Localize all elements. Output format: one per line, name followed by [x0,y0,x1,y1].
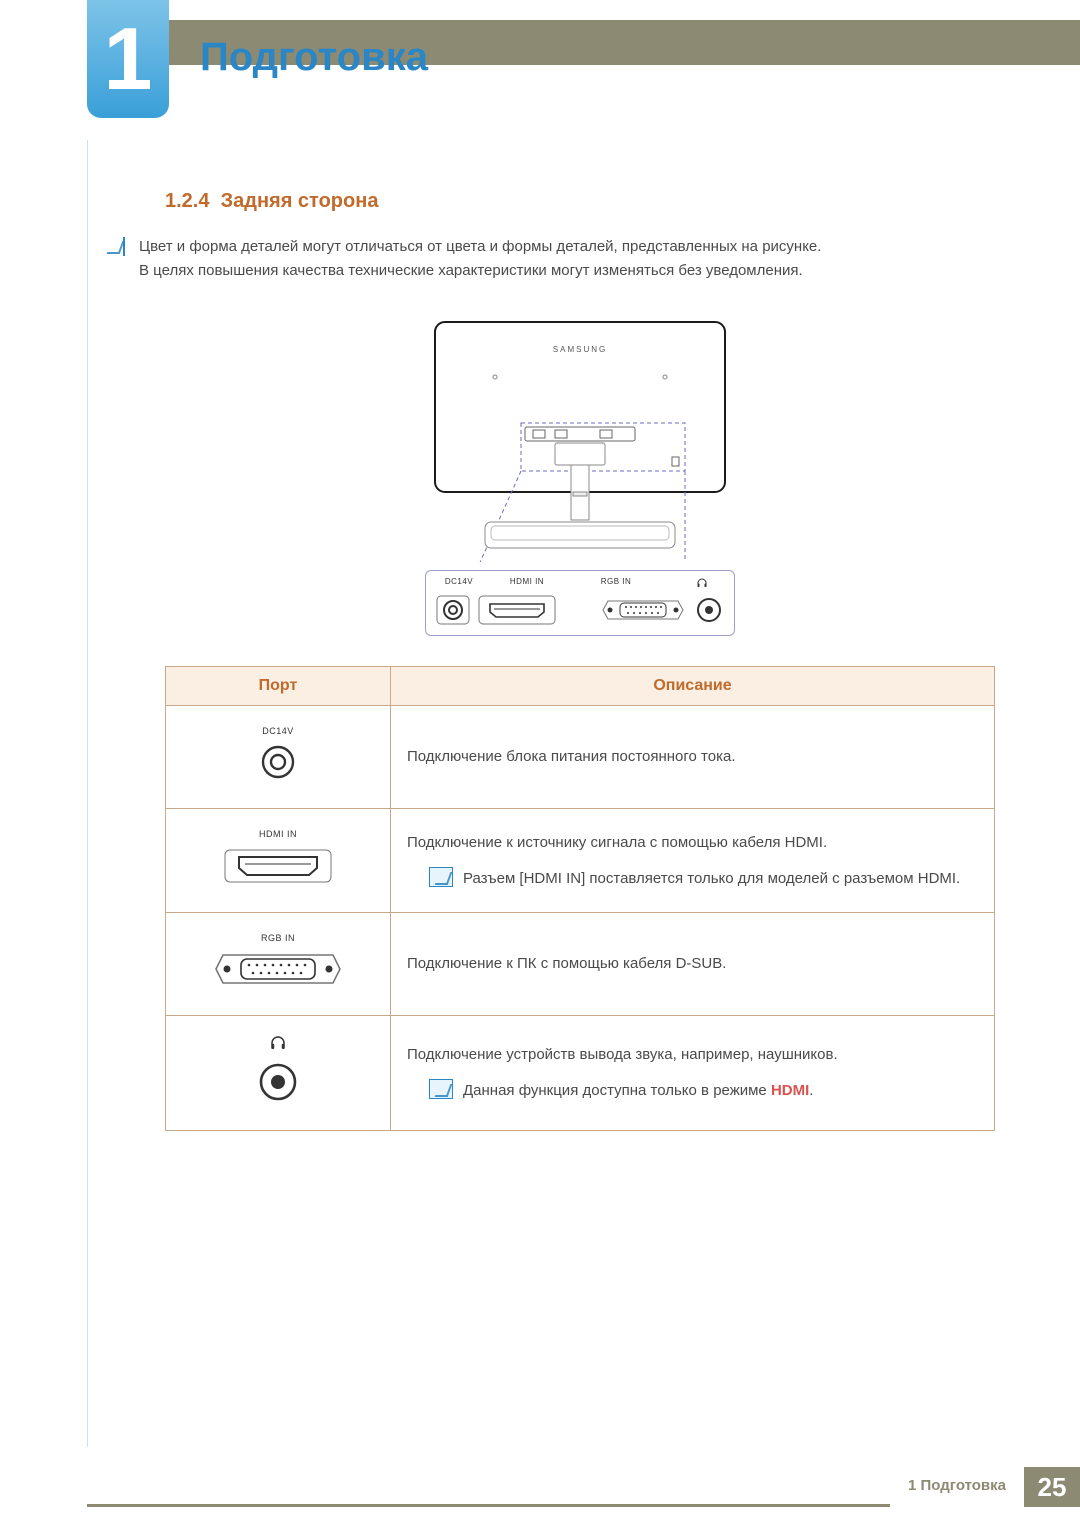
brand-text: SAMSUNG [553,345,607,354]
intro-note-line-1: Цвет и форма деталей могут отличаться от… [139,235,821,259]
desc-text: Подключение к источнику сигнала с помощь… [407,834,827,851]
hdmi-port-icon [223,846,333,886]
intro-note-text: Цвет и форма деталей могут отличаться от… [139,235,821,283]
note-icon [429,1079,453,1099]
table-row: Подключение устройств вывода звука, напр… [166,1016,995,1131]
port-cell-rgb: RGB IN [166,912,391,1015]
port-cell-hdmi: HDMI IN [166,809,391,912]
desc-cell: Подключение блока питания постоянного то… [391,706,995,809]
monitor-diagram: SAMSUNG [165,317,995,636]
panel-label-dc: DC14V [436,577,482,591]
headphone-icon [696,577,708,589]
audio-jack-icon [694,595,724,625]
note-icon [429,867,453,887]
page-content: 1.2.4 Задняя сторона Цвет и форма детале… [165,190,995,1131]
chapter-title: Подготовка [200,35,428,80]
page-footer: 1 Подготовка 25 [890,1467,1080,1507]
intro-note: Цвет и форма деталей могут отличаться от… [165,235,995,283]
th-desc: Описание [391,667,995,706]
sub-note-hdmi: HDMI [771,1082,809,1099]
port-label: DC14V [182,724,374,738]
desc-cell: Подключение к источнику сигнала с помощь… [391,809,995,912]
chapter-number-badge: 1 [87,0,169,118]
monitor-rear-svg: SAMSUNG [425,317,735,562]
table-row: DC14V Подключение блока питания постоянн… [166,706,995,809]
intro-note-line-2: В целях повышения качества технические х… [139,259,821,283]
panel-label-rgb: RGB IN [572,577,682,591]
desc-cell: Подключение к ПК с помощью кабеля D-SUB. [391,912,995,1015]
ports-callout-panel: DC14V HDMI IN RGB IN [425,570,735,636]
port-label: RGB IN [182,931,374,945]
desc-text: Подключение блока питания постоянного то… [407,748,736,765]
left-margin-rule [87,140,88,1447]
sub-note: Данная функция доступна только в режиме … [407,1079,978,1103]
desc-text: Подключение к ПК с помощью кабеля D-SUB. [407,955,726,972]
audio-jack-icon [255,1060,301,1104]
sub-note-prefix: Данная функция доступна только в режиме [463,1082,771,1099]
section-title: Задняя сторона [221,190,379,212]
desc-cell: Подключение устройств вывода звука, напр… [391,1016,995,1131]
sub-note-suffix: . [809,1082,813,1099]
table-row: HDMI IN Подключение к источнику сигнала … [166,809,995,912]
footer-chapter-ref: 1 Подготовка [890,1467,1024,1507]
table-header-row: Порт Описание [166,667,995,706]
footer-page-number: 25 [1024,1467,1080,1507]
hdmi-port-icon [478,595,556,625]
sub-note-text: Данная функция доступна только в режиме … [463,1079,813,1103]
note-icon [123,237,125,256]
sub-note: Разъем [HDMI IN] поставляется только для… [407,867,978,891]
headphone-icon [269,1034,287,1052]
table-row: RGB IN Подключение к ПК с помощью кабеля… [166,912,995,1015]
port-cell-headphone [166,1016,391,1131]
dc-port-icon [256,742,300,782]
port-cell-dc: DC14V [166,706,391,809]
panel-label-hp [682,577,722,591]
section-heading: 1.2.4 Задняя сторона [165,190,995,213]
panel-label-hdmi: HDMI IN [482,577,572,591]
port-label: HDMI IN [182,827,374,841]
desc-text: Подключение устройств вывода звука, напр… [407,1046,838,1063]
ports-table: Порт Описание DC14V Подключение блока пи… [165,666,995,1131]
rgb-port-icon [213,949,343,989]
th-port: Порт [166,667,391,706]
rgb-port-icon [600,595,686,625]
section-number: 1.2.4 [165,190,209,212]
sub-note-text: Разъем [HDMI IN] поставляется только для… [463,867,960,891]
dc-port-icon [436,595,470,625]
